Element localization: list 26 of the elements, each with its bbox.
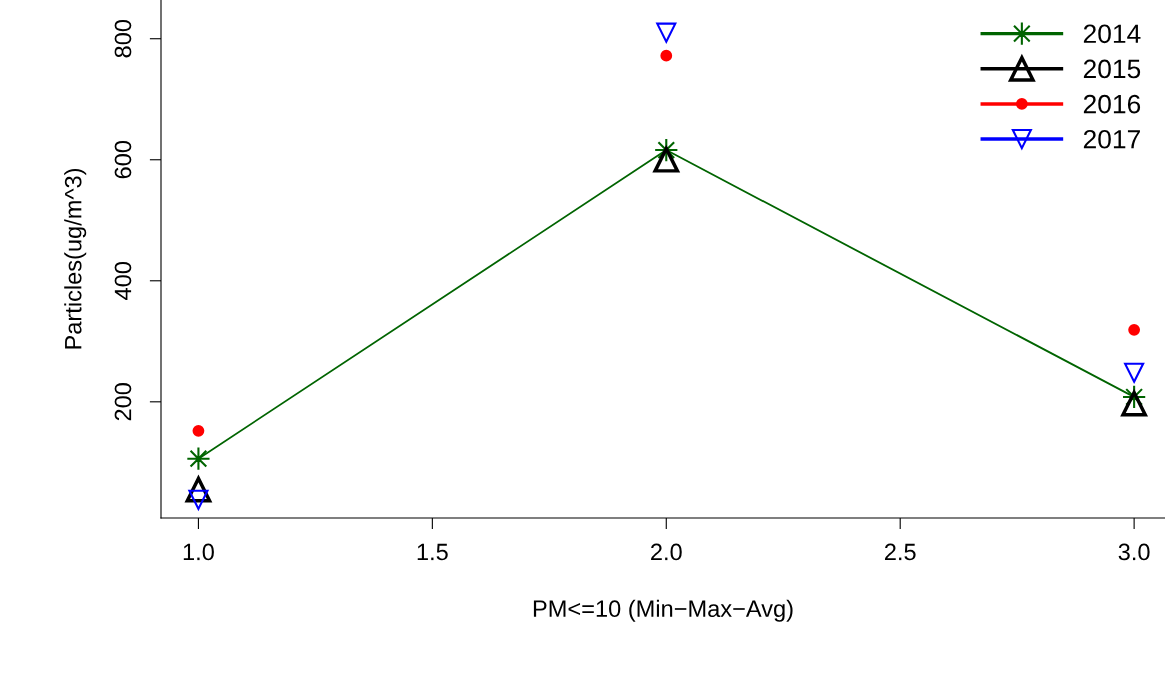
point (1121, 390, 1147, 417)
point (656, 22, 677, 43)
point (654, 137, 679, 163)
x-tick-label: 1.5 (417, 543, 448, 561)
point (1128, 323, 1141, 336)
y-tick-label: 600 (114, 140, 132, 179)
point (188, 489, 209, 510)
point (660, 49, 673, 62)
y-tick-label: 800 (114, 19, 132, 58)
point (653, 146, 680, 173)
legend-label: 2017 (1083, 129, 1140, 149)
x-tick-label: 2.5 (884, 543, 916, 561)
legend-label: 2015 (1083, 59, 1141, 79)
point (1124, 362, 1145, 383)
x-tick-label: 3.0 (1118, 543, 1150, 561)
y-axis-title: Particles(ug/m^3) (64, 168, 87, 349)
legend-label: 2016 (1083, 94, 1141, 114)
x-tick-label: 2.0 (651, 543, 682, 561)
y-tick-label: 200 (114, 383, 132, 421)
x-tick-label: 1.0 (183, 543, 214, 561)
point (186, 446, 211, 471)
y-tick-label: 400 (114, 262, 132, 300)
point (192, 424, 205, 437)
legend-label: 2014 (1083, 24, 1141, 44)
point (1121, 384, 1147, 410)
x-axis-title: PM<=10 (Min−Max−Avg) (533, 599, 793, 622)
